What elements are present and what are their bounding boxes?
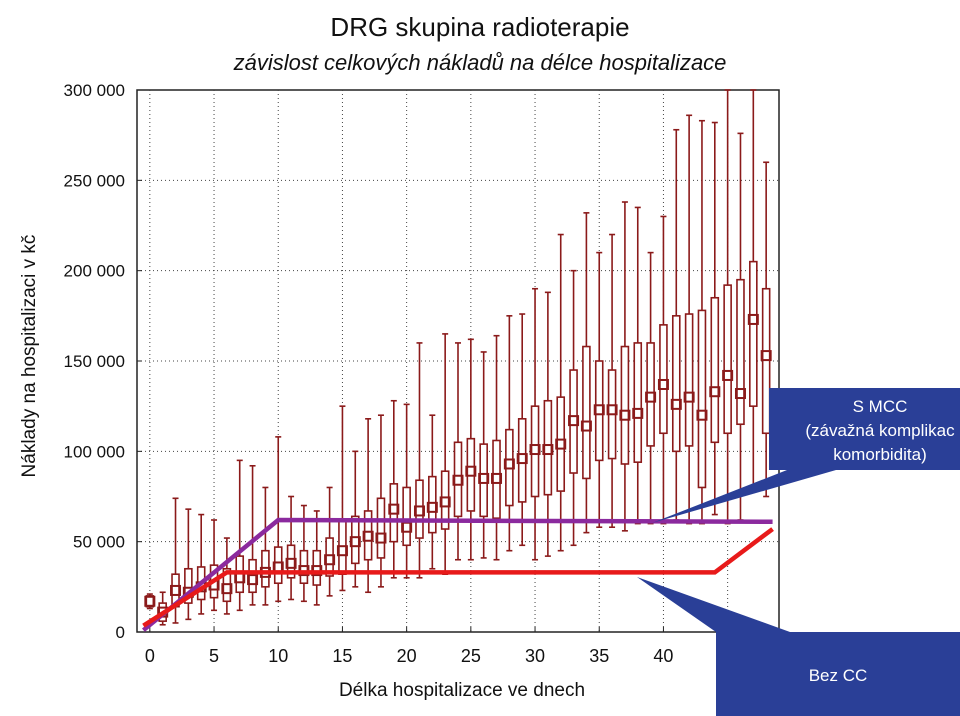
mean-marker [657,378,669,390]
box [415,479,424,539]
box [556,396,566,492]
box [543,399,553,496]
mean-marker [593,404,605,416]
mean-marker [734,388,746,400]
chart-subtitle: závislost celkových nákladů na délce hos… [233,50,727,75]
x-tick-label: 10 [268,646,288,666]
y-tick-label: 300 000 [64,81,125,100]
mean-marker [170,584,182,596]
box [620,345,630,465]
box [312,549,322,586]
mean-marker [478,472,490,484]
box [723,284,732,435]
box [184,567,193,604]
x-tick-label: 35 [589,646,609,666]
mean-marker [529,444,541,456]
mean-marker [516,453,528,465]
callout-pointer-bezcc [637,577,790,632]
mean-marker [452,474,464,486]
mean-marker [619,409,631,421]
x-tick-label: 25 [461,646,481,666]
callout-bezcc-box [716,632,960,716]
box [517,418,527,503]
mean-marker [568,415,580,427]
callout-smcc-text: S MCC [853,397,908,416]
y-tick-label: 250 000 [64,171,125,190]
mean-marker [709,386,721,398]
mean-marker [144,595,156,607]
y-tick-label: 100 000 [64,442,125,461]
mean-marker [632,407,644,419]
mean-marker [221,583,233,595]
callout-smcc-box [769,388,960,470]
mean-marker [465,465,477,477]
box [646,342,655,447]
mean-marker [426,501,438,513]
mean-marker [747,313,759,325]
mean-marker [247,574,259,586]
mean-marker [555,438,567,450]
threshold-line-red [142,527,774,628]
box [376,497,386,559]
box [594,360,604,462]
mean-marker [683,391,695,403]
callout-smcc-text: komorbidita) [833,445,927,464]
box [402,486,411,547]
box [582,345,591,480]
mean-marker [375,532,387,544]
callout-bezcc-text: Bez CC [809,666,868,685]
box [569,369,578,474]
mean-marker [491,472,503,484]
box [684,313,694,447]
callout-pointer-smcc [652,470,836,523]
mean-marker [401,521,413,533]
x-tick-label: 20 [397,646,417,666]
mean-marker [349,536,361,548]
y-tick-label: 150 000 [64,352,125,371]
y-tick-label: 50 000 [73,533,125,552]
box [453,441,463,518]
mean-marker [580,420,592,432]
threshold-line-purple [141,517,773,632]
box [428,475,437,534]
mean-marker [324,554,336,566]
mean-marker [760,350,772,362]
callout-smcc-text: (závažná komplikac [805,421,955,440]
x-tick-label: 40 [653,646,673,666]
x-tick-label: 15 [332,646,352,666]
mean-marker [645,391,657,403]
box [479,443,488,518]
box [736,278,745,426]
x-tick-label: 5 [209,646,219,666]
mean-marker [285,557,297,569]
x-tick-label: 30 [525,646,545,666]
mean-marker [439,496,451,508]
box [710,296,720,444]
x-axis-label: Délka hospitalizace ve dnech [338,680,586,701]
mean-marker [670,398,682,410]
y-tick-label: 200 000 [64,262,125,281]
box [633,342,643,463]
mean-marker [413,505,425,517]
mean-marker [503,458,515,470]
box [273,546,283,585]
mean-marker [722,369,734,381]
x-tick-label: 0 [145,646,155,666]
y-tick-label: 0 [116,623,125,642]
mean-marker [696,409,708,421]
mean-marker [606,404,618,416]
chart-title: DRG skupina radioterapie [330,12,630,42]
box [350,515,360,565]
mean-marker [542,444,554,456]
box [697,309,707,489]
mean-marker [388,503,400,515]
box [530,405,540,498]
mean-marker [362,530,374,542]
mean-marker [336,545,348,557]
box [671,315,681,453]
box [749,260,758,407]
box [492,439,501,519]
